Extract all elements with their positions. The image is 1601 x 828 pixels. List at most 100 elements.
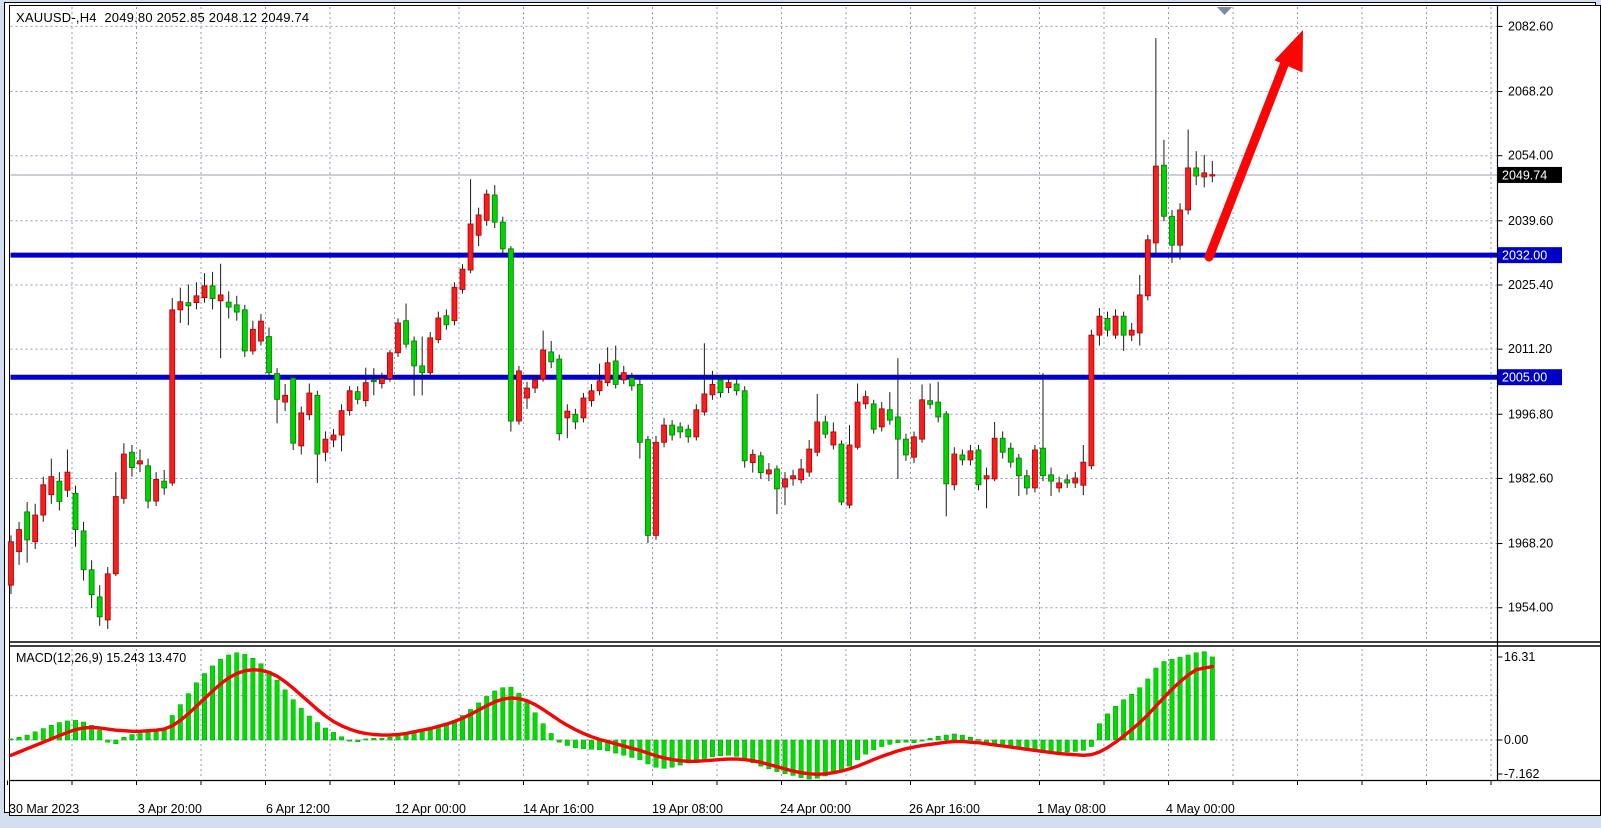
candle-body bbox=[661, 424, 667, 443]
macd-bar bbox=[838, 739, 844, 771]
candle-body bbox=[1023, 475, 1030, 489]
trend-arrow-head[interactable] bbox=[1274, 30, 1304, 73]
candle-body bbox=[733, 383, 740, 392]
chart-canvas[interactable]: 2082.60 2068.20 2054.00 2039.60 2025.40 2011.… bbox=[5, 3, 1601, 828]
candle-body bbox=[532, 379, 538, 389]
macd-bar bbox=[153, 731, 159, 741]
candle-body bbox=[854, 401, 861, 448]
macd-bar bbox=[661, 739, 667, 769]
macd-indicator-label: MACD(12,26,9) 15.243 13.470 bbox=[16, 651, 187, 665]
candle-body bbox=[209, 285, 216, 299]
macd-bar bbox=[218, 659, 224, 741]
candle-body bbox=[1185, 167, 1192, 211]
horizontal-level-lines[interactable] bbox=[10, 252, 1498, 380]
macd-bar bbox=[548, 733, 554, 741]
price-axis-label: 2039.60 bbox=[1508, 214, 1553, 228]
macd-bar bbox=[1105, 713, 1110, 741]
candle-body bbox=[24, 511, 31, 541]
candle-body bbox=[483, 193, 490, 221]
candle-body bbox=[765, 469, 772, 475]
candle-body bbox=[548, 351, 555, 363]
chart-shift-marker-icon[interactable] bbox=[1217, 7, 1232, 15]
candle-body bbox=[943, 413, 950, 485]
macd-bar bbox=[726, 739, 732, 756]
candle-body bbox=[112, 496, 119, 575]
candle-body bbox=[975, 449, 982, 486]
candle-body bbox=[540, 349, 547, 380]
macd-bar bbox=[685, 739, 691, 764]
macd-bar bbox=[919, 739, 925, 742]
candle-body bbox=[516, 370, 522, 422]
grid-lines bbox=[10, 7, 1498, 779]
candle-body bbox=[346, 390, 353, 412]
candle-body bbox=[298, 412, 305, 447]
macd-bar bbox=[863, 739, 869, 755]
macd-bar bbox=[589, 739, 594, 750]
candle-body bbox=[370, 379, 377, 383]
candle-body bbox=[741, 390, 748, 462]
candle-body bbox=[1144, 239, 1151, 297]
candle-body bbox=[620, 372, 627, 381]
macd-bar bbox=[379, 738, 385, 741]
candle-body bbox=[153, 478, 160, 502]
macd-bar bbox=[750, 739, 756, 764]
macd-bar bbox=[976, 739, 981, 741]
candle-body bbox=[596, 380, 603, 392]
candle-body bbox=[120, 453, 127, 499]
candle-body bbox=[8, 541, 14, 586]
macd-bar bbox=[1113, 705, 1119, 741]
candle-body bbox=[1177, 209, 1183, 246]
candle-body bbox=[612, 360, 619, 385]
candle-body bbox=[709, 384, 716, 396]
price-axis-label: 2025.40 bbox=[1508, 278, 1553, 292]
macd-bar bbox=[500, 687, 506, 741]
macd-axis-label: 16.31 bbox=[1504, 650, 1535, 664]
candle-body bbox=[959, 454, 966, 461]
time-axis-label: 4 May 00:00 bbox=[1166, 802, 1235, 816]
candle-body bbox=[169, 309, 176, 484]
candle-body bbox=[1056, 482, 1063, 489]
candle-body bbox=[757, 455, 764, 473]
candle-body bbox=[1169, 215, 1175, 246]
macd-bar bbox=[871, 739, 877, 751]
candle-body bbox=[338, 410, 345, 436]
chart-window: 2082.60 2068.20 2054.00 2039.60 2025.40 2011.… bbox=[4, 2, 1601, 816]
candle-body bbox=[475, 214, 482, 236]
candle-body bbox=[862, 396, 869, 405]
macd-bar bbox=[855, 739, 861, 760]
macd-bar bbox=[903, 739, 909, 743]
macd-bar bbox=[1169, 659, 1175, 741]
candle-body bbox=[935, 401, 942, 418]
candle-body bbox=[64, 471, 71, 491]
macd-bar bbox=[202, 673, 207, 741]
macd-bar bbox=[951, 733, 957, 741]
macd-bar bbox=[468, 709, 474, 741]
trend-arrow-shaft[interactable] bbox=[1204, 55, 1291, 262]
candle-body bbox=[1152, 165, 1159, 244]
candle-body bbox=[507, 248, 514, 422]
macd-bar bbox=[524, 701, 530, 741]
candle-body bbox=[725, 382, 732, 388]
macd-bar bbox=[258, 663, 264, 741]
candle-body bbox=[806, 448, 813, 473]
candle-body bbox=[1136, 294, 1143, 334]
candle-body bbox=[693, 409, 700, 438]
macd-bar bbox=[580, 739, 586, 749]
candle-body bbox=[556, 358, 563, 435]
macd-bar bbox=[613, 739, 619, 754]
candle-body bbox=[814, 421, 821, 453]
candle-body bbox=[491, 194, 498, 223]
frame-lines bbox=[9, 5, 1601, 782]
macd-bar bbox=[347, 739, 353, 742]
candle-body bbox=[701, 393, 708, 413]
candle-body bbox=[580, 397, 587, 419]
candle-body bbox=[838, 443, 845, 503]
time-axis-label: 12 Apr 00:00 bbox=[395, 802, 466, 816]
price-axis-label: 2082.60 bbox=[1508, 19, 1553, 33]
macd-bar bbox=[1209, 656, 1215, 741]
macd-bar bbox=[1080, 739, 1086, 751]
candlesticks bbox=[8, 38, 1216, 629]
macd-bar bbox=[1185, 654, 1191, 741]
trend-arrow[interactable] bbox=[1204, 30, 1304, 262]
macd-bar bbox=[1201, 651, 1207, 741]
